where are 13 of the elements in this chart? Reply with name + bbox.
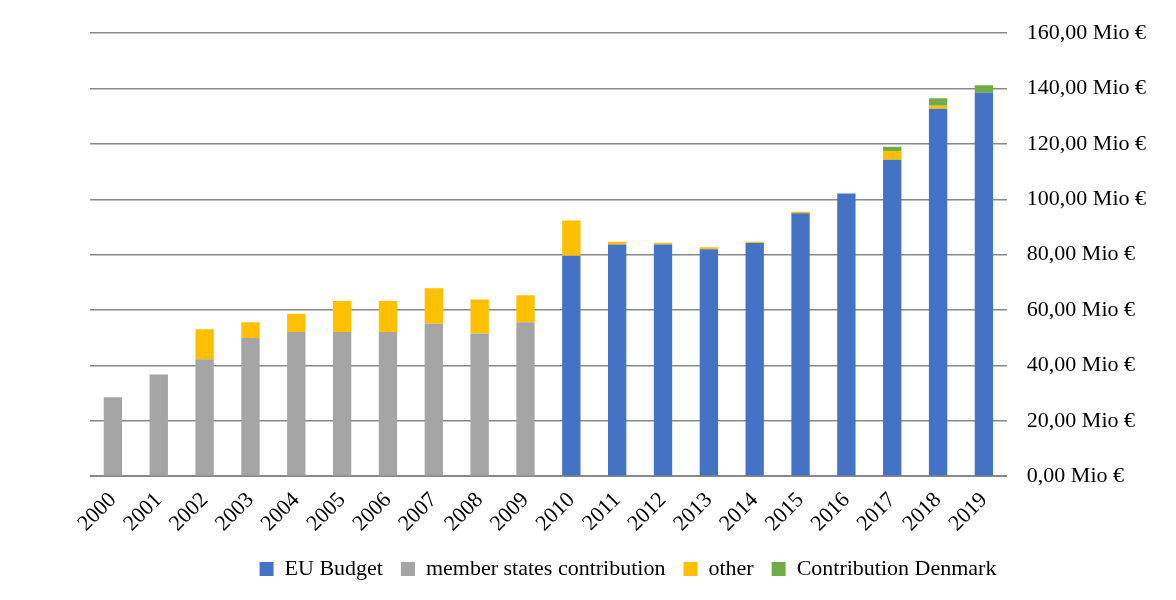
y-tick-label: 160,00 Mio € (1026, 18, 1147, 44)
legend-label: Contribution Denmark (796, 554, 997, 580)
y-tick-label: 120,00 Mio € (1026, 129, 1147, 155)
y-tick-label: 140,00 Mio € (1026, 74, 1147, 100)
y-tick-label: 20,00 Mio € (1026, 406, 1136, 432)
legend-label: EU Budget (284, 554, 383, 580)
y-tick-label: 0,00 Mio € (1026, 462, 1125, 487)
legend-label: other (708, 554, 755, 580)
legend-label: member states contribution (425, 554, 666, 580)
y-tick-label: 100,00 Mio € (1026, 185, 1147, 211)
y-tick-label: 80,00 Mio € (1026, 240, 1136, 266)
y-tick-label: 60,00 Mio € (1026, 295, 1136, 321)
y-tick-label: 40,00 Mio € (1026, 351, 1136, 377)
